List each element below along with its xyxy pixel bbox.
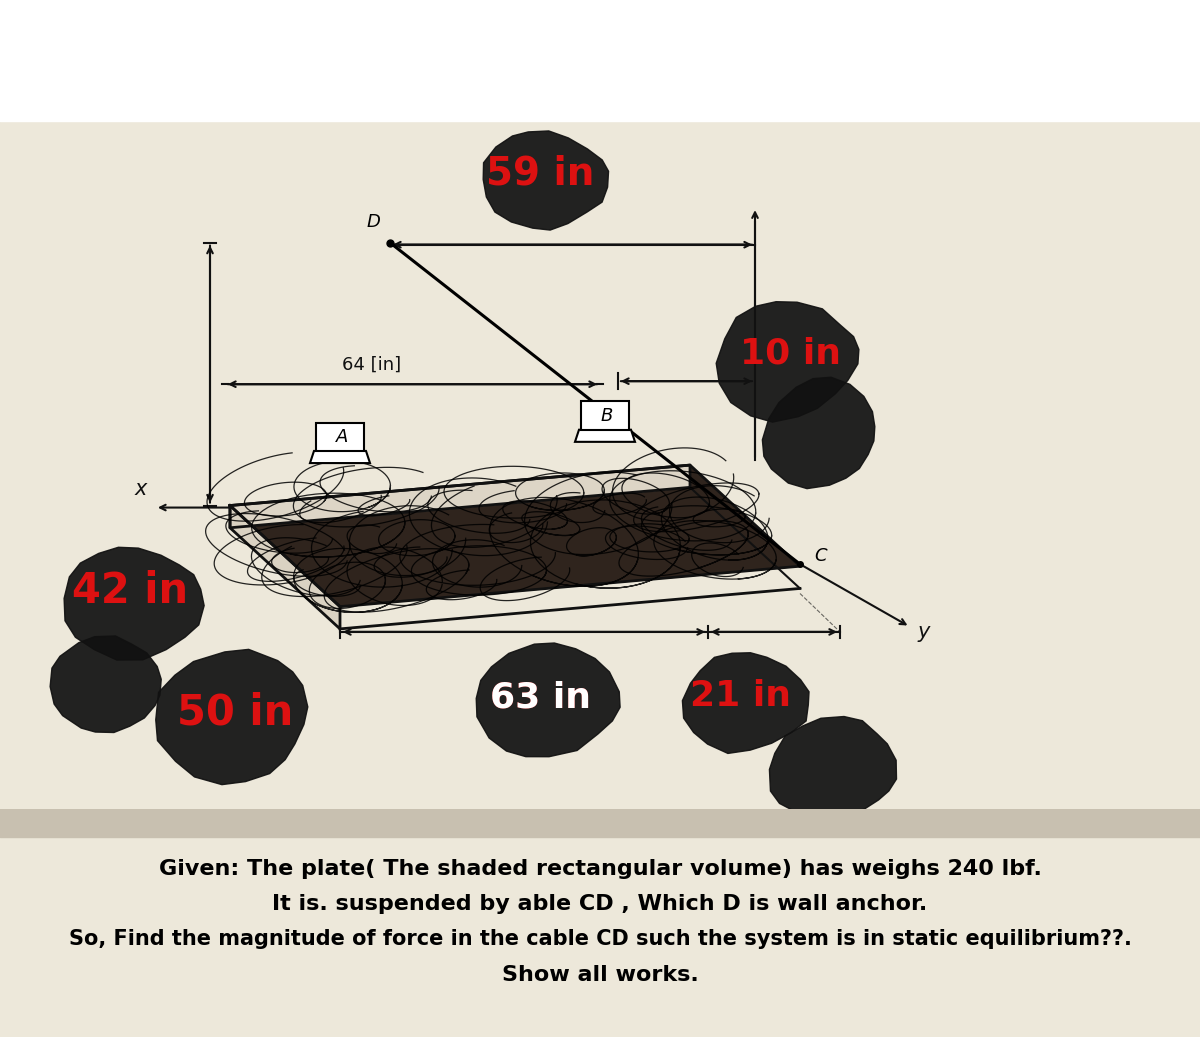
Polygon shape — [50, 636, 161, 732]
Text: Show all works.: Show all works. — [502, 965, 698, 985]
Text: 64 [in]: 64 [in] — [342, 356, 401, 374]
Polygon shape — [230, 505, 340, 628]
Text: 21 in: 21 in — [690, 678, 791, 712]
Text: y: y — [918, 622, 930, 642]
Text: 42 in: 42 in — [72, 570, 188, 613]
Text: 63 in: 63 in — [490, 680, 590, 714]
Text: 59 in: 59 in — [486, 155, 594, 193]
Polygon shape — [476, 643, 620, 757]
Polygon shape — [156, 649, 308, 785]
Text: x: x — [134, 479, 148, 500]
Polygon shape — [64, 548, 204, 661]
Polygon shape — [683, 652, 809, 754]
Text: B: B — [601, 407, 613, 424]
Polygon shape — [716, 302, 859, 422]
Polygon shape — [230, 465, 800, 607]
Polygon shape — [581, 401, 629, 429]
Text: 50 in: 50 in — [176, 692, 293, 734]
Text: A: A — [336, 428, 348, 446]
Polygon shape — [769, 717, 896, 818]
Text: Given: The plate( The shaded rectangular volume) has weighs 240 lbf.: Given: The plate( The shaded rectangular… — [158, 859, 1042, 879]
Polygon shape — [484, 131, 608, 230]
Text: So, Find the magnitude of force in the cable CD such the system is in static equ: So, Find the magnitude of force in the c… — [68, 929, 1132, 949]
Text: C: C — [814, 548, 827, 565]
Text: It is. suspended by able CD , Which D is wall anchor.: It is. suspended by able CD , Which D is… — [272, 894, 928, 914]
Text: 63 in: 63 in — [490, 680, 590, 714]
Polygon shape — [316, 423, 364, 451]
Polygon shape — [575, 429, 635, 442]
Text: D: D — [366, 213, 380, 230]
Text: 10 in: 10 in — [739, 337, 840, 371]
Polygon shape — [230, 465, 690, 528]
Polygon shape — [310, 451, 370, 464]
Polygon shape — [762, 377, 875, 488]
